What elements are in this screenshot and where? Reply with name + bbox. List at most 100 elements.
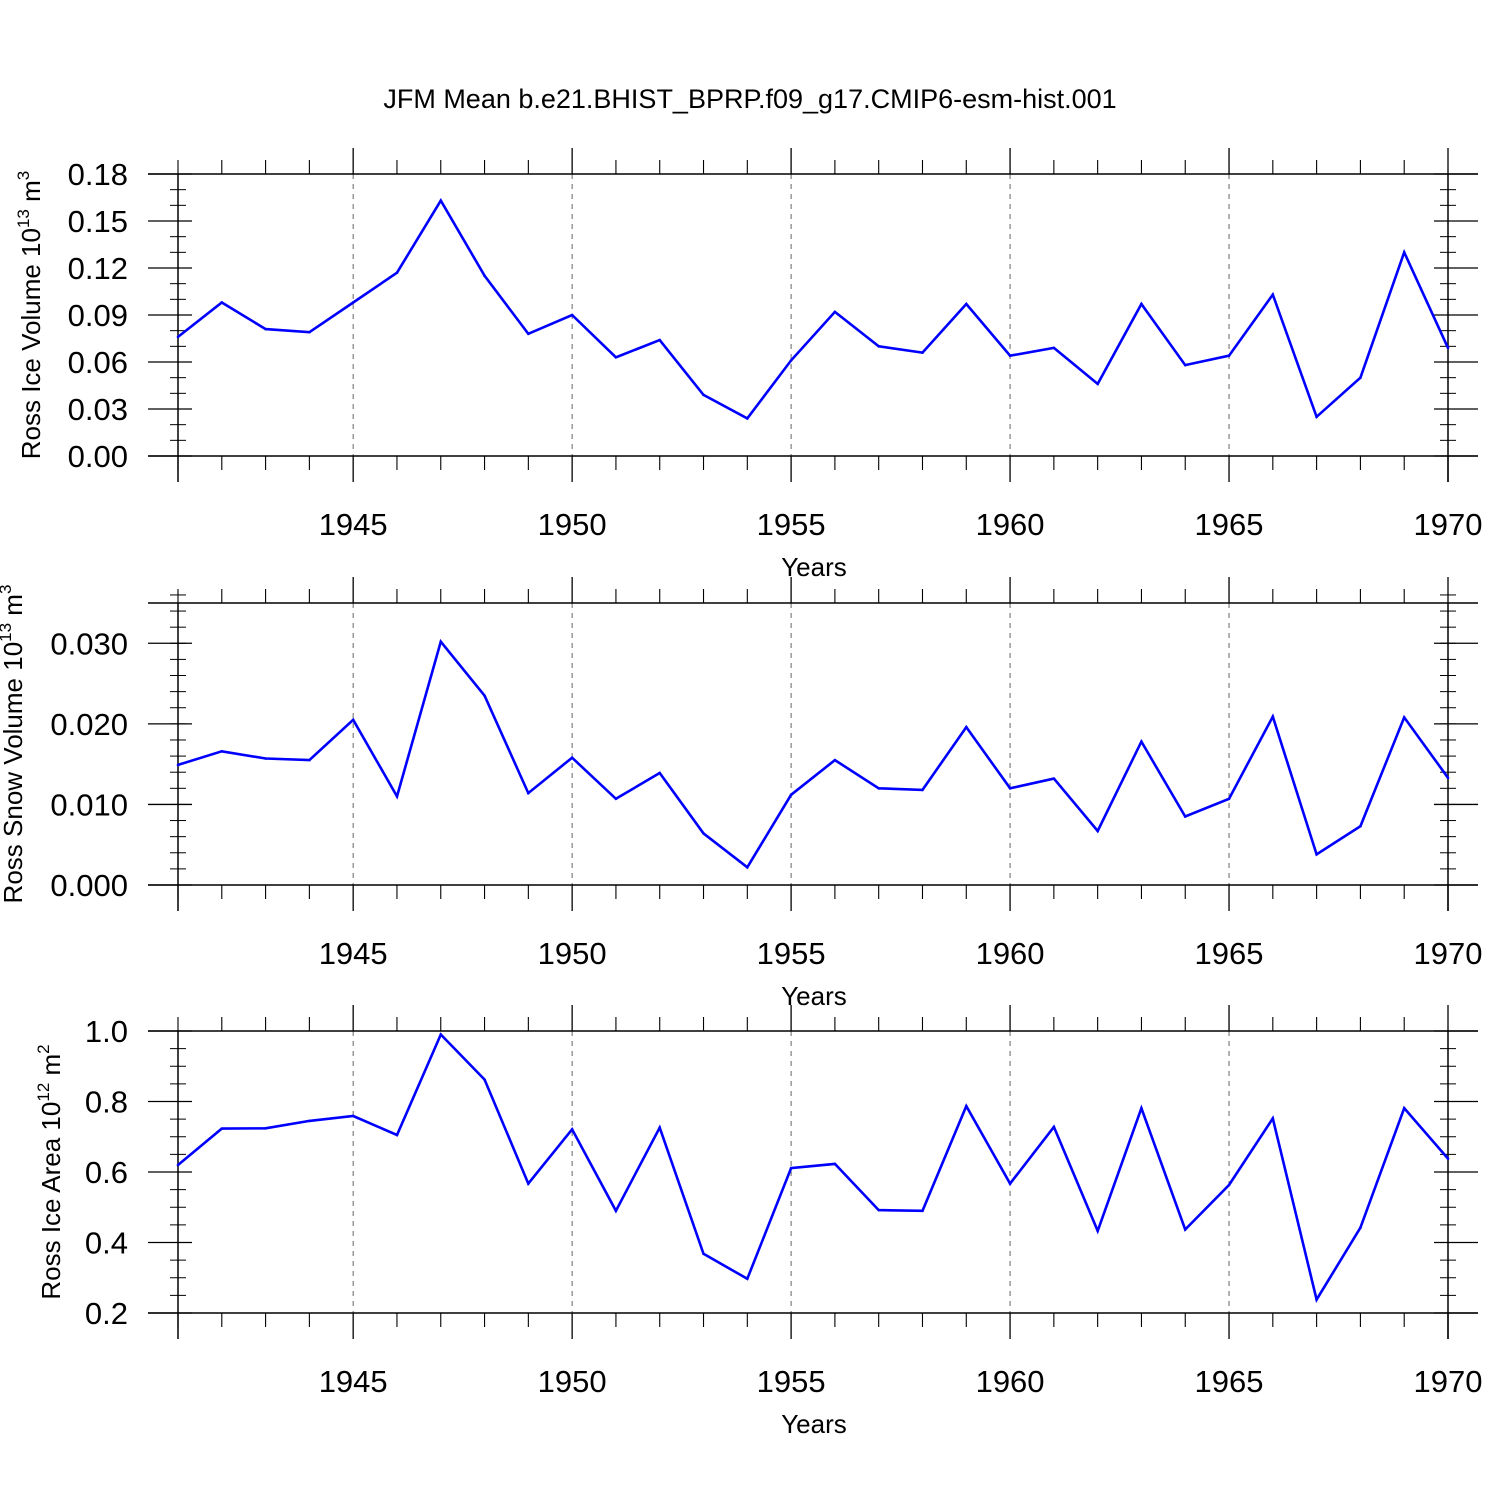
data-point [1227, 797, 1231, 801]
data-point [308, 330, 311, 334]
data-point [658, 338, 662, 342]
data-point [1315, 415, 1318, 419]
x-tick-label: 1965 [1195, 1364, 1264, 1399]
data-point [1008, 1182, 1012, 1185]
data-point [702, 393, 705, 397]
data-point [746, 865, 749, 869]
panel-ice-area: 0.2 0.4 0.6 0.8 1.0 1945 1950 1955 1960 1965 1970 Y… [34, 1005, 1482, 1439]
series-line [177, 1032, 1449, 1303]
data-point [395, 271, 399, 275]
data-point [483, 1078, 486, 1081]
data-point [483, 694, 486, 697]
data-point [264, 757, 267, 760]
panel-snow-volume: 0.000 0.010 0.020 0.030 1945 1950 1955 1960 1965… [0, 577, 1482, 1011]
data-point [658, 771, 662, 775]
x-tick-label: 1970 [1414, 936, 1483, 971]
data-point [1315, 1298, 1318, 1301]
data-point [921, 1209, 924, 1213]
data-point [1227, 1183, 1231, 1187]
data-point [702, 832, 705, 835]
data-point [1446, 346, 1450, 350]
y-axis-label: Ross Ice Area 1012 m2 [34, 1044, 66, 1299]
y-tick-label: 0.020 [50, 707, 128, 742]
data-point [264, 327, 267, 331]
data-point [921, 351, 924, 354]
data-point [1271, 293, 1275, 296]
y-tick-label: 1.0 [85, 1014, 128, 1049]
data-point [483, 274, 486, 278]
data-point [1183, 815, 1187, 818]
series-line [177, 638, 1450, 870]
data-point [1008, 354, 1012, 358]
data-point [877, 787, 880, 790]
data-point [395, 1133, 399, 1137]
data-point [1183, 363, 1187, 367]
y-tick-label: 0.03 [68, 392, 128, 427]
data-point [1140, 302, 1143, 306]
data-point [351, 718, 355, 722]
y-tick-label: 0.00 [68, 439, 128, 474]
data-point [1096, 1229, 1099, 1233]
x-tick-label: 1970 [1414, 1364, 1483, 1399]
data-point [833, 1162, 837, 1166]
y-tick-label: 0.2 [85, 1296, 128, 1331]
x-tick-label: 1955 [757, 936, 826, 971]
data-point [789, 793, 793, 797]
data-point [1271, 1117, 1275, 1120]
y-tick-label: 0.4 [85, 1226, 128, 1261]
data-point [264, 1126, 267, 1130]
x-tick-label: 1950 [538, 1364, 607, 1399]
chart-title: JFM Mean b.e21.BHIST_BPRP.f09_g17.CMIP6-… [383, 84, 1117, 114]
x-axis-label: Years [781, 1409, 847, 1439]
data-point [1315, 853, 1318, 856]
y-tick-label: 0.030 [50, 626, 128, 661]
data-point [1402, 1106, 1406, 1110]
data-point [1008, 787, 1012, 790]
data-point [833, 758, 837, 762]
data-point [308, 1119, 311, 1123]
x-tick-label: 1965 [1195, 936, 1264, 971]
data-point [527, 1182, 530, 1185]
y-tick-label: 0.010 [50, 787, 128, 822]
x-tick-label: 1970 [1414, 507, 1483, 542]
data-point [351, 1114, 355, 1118]
y-tick-label: 0.8 [85, 1085, 128, 1120]
y-tick-label: 0.06 [68, 345, 128, 380]
y-tick-label: 0.18 [68, 157, 128, 192]
x-tick-label: 1965 [1195, 507, 1264, 542]
data-point [439, 199, 443, 202]
x-axis-label: Years [781, 552, 847, 582]
data-point [1402, 251, 1406, 254]
data-point [570, 313, 574, 317]
x-tick-label: 1945 [319, 1364, 388, 1399]
data-point [1446, 776, 1450, 780]
data-point [527, 791, 530, 795]
data-point [176, 1163, 180, 1167]
data-point [833, 310, 837, 314]
x-tick-label: 1955 [757, 507, 826, 542]
y-tick-label: 0.000 [50, 868, 128, 903]
data-point [1359, 824, 1362, 828]
y-axis-label: Ross Ice Volume 1013 m3 [14, 171, 46, 460]
data-point [746, 1277, 749, 1281]
data-point [395, 795, 399, 798]
x-tick-label: 1945 [319, 936, 388, 971]
data-point [1227, 354, 1231, 358]
data-point [1359, 1226, 1362, 1229]
y-tick-label: 0.09 [68, 298, 128, 333]
data-point [877, 1208, 880, 1212]
x-tick-label: 1950 [538, 936, 607, 971]
data-point [527, 332, 530, 336]
data-point [1446, 1157, 1450, 1160]
data-point [658, 1126, 662, 1129]
data-point [351, 301, 355, 304]
x-tick-label: 1950 [538, 507, 607, 542]
data-point [789, 1166, 793, 1170]
data-point [614, 797, 618, 801]
data-point [1271, 715, 1275, 718]
data-point [1140, 1106, 1143, 1110]
data-point [570, 1128, 574, 1131]
data-point [1096, 382, 1099, 386]
data-point [308, 758, 311, 762]
